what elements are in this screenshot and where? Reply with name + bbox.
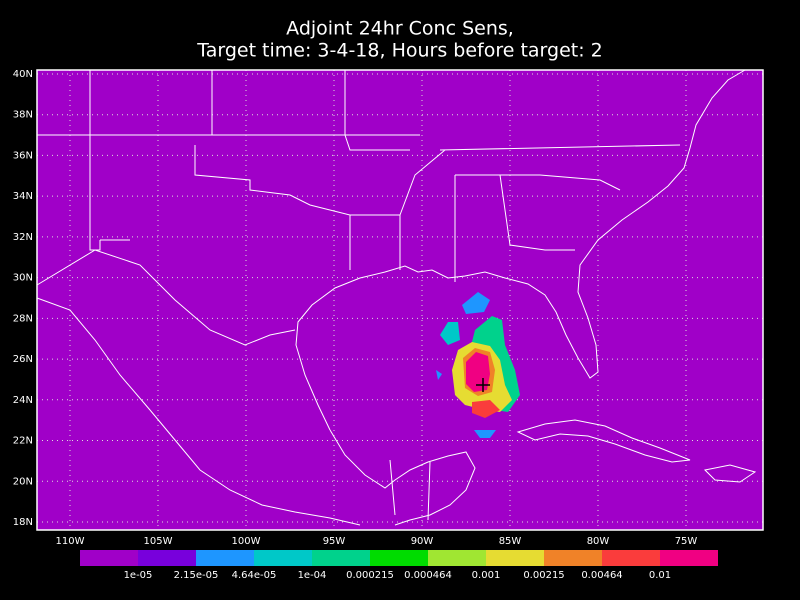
colorbar-label: 0.001	[472, 570, 501, 581]
field-patch	[466, 352, 490, 392]
colorbar-swatch	[196, 550, 254, 566]
lon-label: 105W	[144, 536, 173, 547]
lat-label: 28N	[13, 313, 33, 324]
lat-label: 40N	[13, 69, 33, 80]
colorbar-swatch	[544, 550, 602, 566]
colorbar-label: 1e-05	[124, 570, 153, 581]
lat-label: 34N	[13, 191, 33, 202]
colorbar-swatch	[312, 550, 370, 566]
colorbar-label: 0.00215	[523, 570, 564, 581]
map-area	[37, 70, 763, 530]
colorbar-swatch	[254, 550, 312, 566]
colorbar-swatch	[660, 550, 718, 566]
colorbar-swatch	[602, 550, 660, 566]
field-patch	[440, 322, 460, 345]
title-line-1: Adjoint 24hr Conc Sens,	[286, 18, 514, 40]
colorbar-label: 4.64e-05	[232, 570, 277, 581]
axis-labels: 110W 105W 100W 95W 90W 85W 80W 75W 18N 20N 22N 24N 2…	[13, 69, 698, 547]
lat-label: 30N	[13, 273, 33, 284]
colorbar-label: 2.15e-05	[174, 570, 219, 581]
map-frame	[36, 69, 764, 531]
coastlines	[36, 69, 757, 526]
lon-label: 85W	[499, 536, 522, 547]
colorbar-label: 0.000464	[404, 570, 452, 581]
field-patch	[436, 370, 442, 380]
target-marker	[476, 378, 490, 392]
lon-label: 75W	[675, 536, 698, 547]
lon-label: 110W	[56, 536, 85, 547]
lat-label: 36N	[13, 150, 33, 161]
lat-label: 32N	[13, 232, 33, 243]
lat-label: 24N	[13, 395, 33, 406]
colorbar-swatch	[80, 550, 138, 566]
colorbar-swatch	[370, 550, 428, 566]
colorbar-label: 0.000215	[346, 570, 394, 581]
colorbar-swatch	[486, 550, 544, 566]
title-line-2: Target time: 3-4-18, Hours before target…	[196, 40, 603, 62]
colorbar-swatch	[428, 550, 486, 566]
colorbar: 1e-05 2.15e-05 4.64e-05 1e-04 0.000215 0.0004…	[80, 550, 718, 581]
field-patch	[462, 292, 490, 314]
lat-label: 18N	[13, 517, 33, 528]
cuba	[516, 419, 691, 463]
lon-label: 100W	[232, 536, 261, 547]
colorbar-swatch	[138, 550, 196, 566]
mexico-pacific	[36, 297, 361, 526]
lat-label: 38N	[13, 110, 33, 121]
lon-label: 80W	[587, 536, 610, 547]
field-patch	[474, 430, 496, 438]
colorbar-label: 1e-04	[298, 570, 327, 581]
lat-label: 26N	[13, 354, 33, 365]
hispaniola	[703, 464, 757, 483]
colorbar-label: 0.00464	[581, 570, 622, 581]
borders	[36, 70, 681, 521]
field-patch	[472, 400, 500, 418]
lon-label: 90W	[411, 536, 434, 547]
grid	[37, 70, 763, 530]
lat-label: 22N	[13, 436, 33, 447]
gulf-coast	[295, 69, 746, 431]
yucatan	[329, 429, 476, 526]
lon-label: 95W	[323, 536, 346, 547]
sensitivity-field	[436, 292, 520, 438]
colorbar-label: 0.01	[649, 570, 671, 581]
lat-label: 20N	[13, 476, 33, 487]
